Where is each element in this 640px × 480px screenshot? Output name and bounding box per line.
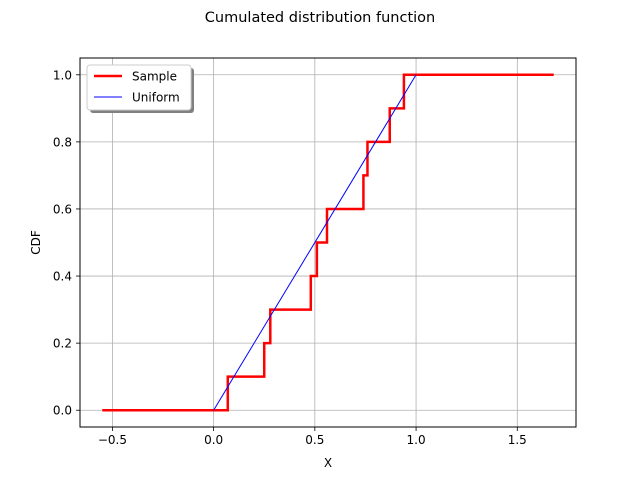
x-tick-label: 1.0	[407, 433, 426, 447]
y-axis-ticks: 0.0 0.2 0.4 0.6 0.8 1.0	[53, 68, 80, 418]
series-line-uniform	[213, 74, 417, 411]
y-tick-label: 1.0	[53, 68, 72, 82]
series-lines	[102, 73, 554, 412]
x-tick-label: −0.5	[98, 433, 127, 447]
legend-label-uniform: Uniform	[132, 91, 180, 105]
chart-title: Cumulated distribution function	[205, 10, 435, 26]
x-tick-label: 1.5	[508, 433, 527, 447]
x-axis-label: X	[324, 456, 332, 470]
x-axis-ticks: −0.5 0.0 0.5 1.0 1.5	[98, 427, 527, 447]
series-line-sample	[102, 73, 554, 412]
y-tick-label: 0.6	[53, 202, 72, 216]
y-tick-label: 0.2	[53, 337, 72, 351]
y-axis-label: CDF	[29, 230, 43, 255]
legend: Sample Uniform	[86, 64, 194, 113]
legend-label-sample: Sample	[132, 70, 177, 84]
y-tick-label: 0.0	[53, 404, 72, 418]
x-tick-label: 0.5	[305, 433, 324, 447]
y-tick-label: 0.8	[53, 135, 72, 149]
plot-frame	[79, 57, 577, 428]
y-tick-label: 0.4	[53, 270, 72, 284]
x-tick-label: 0.0	[204, 433, 223, 447]
